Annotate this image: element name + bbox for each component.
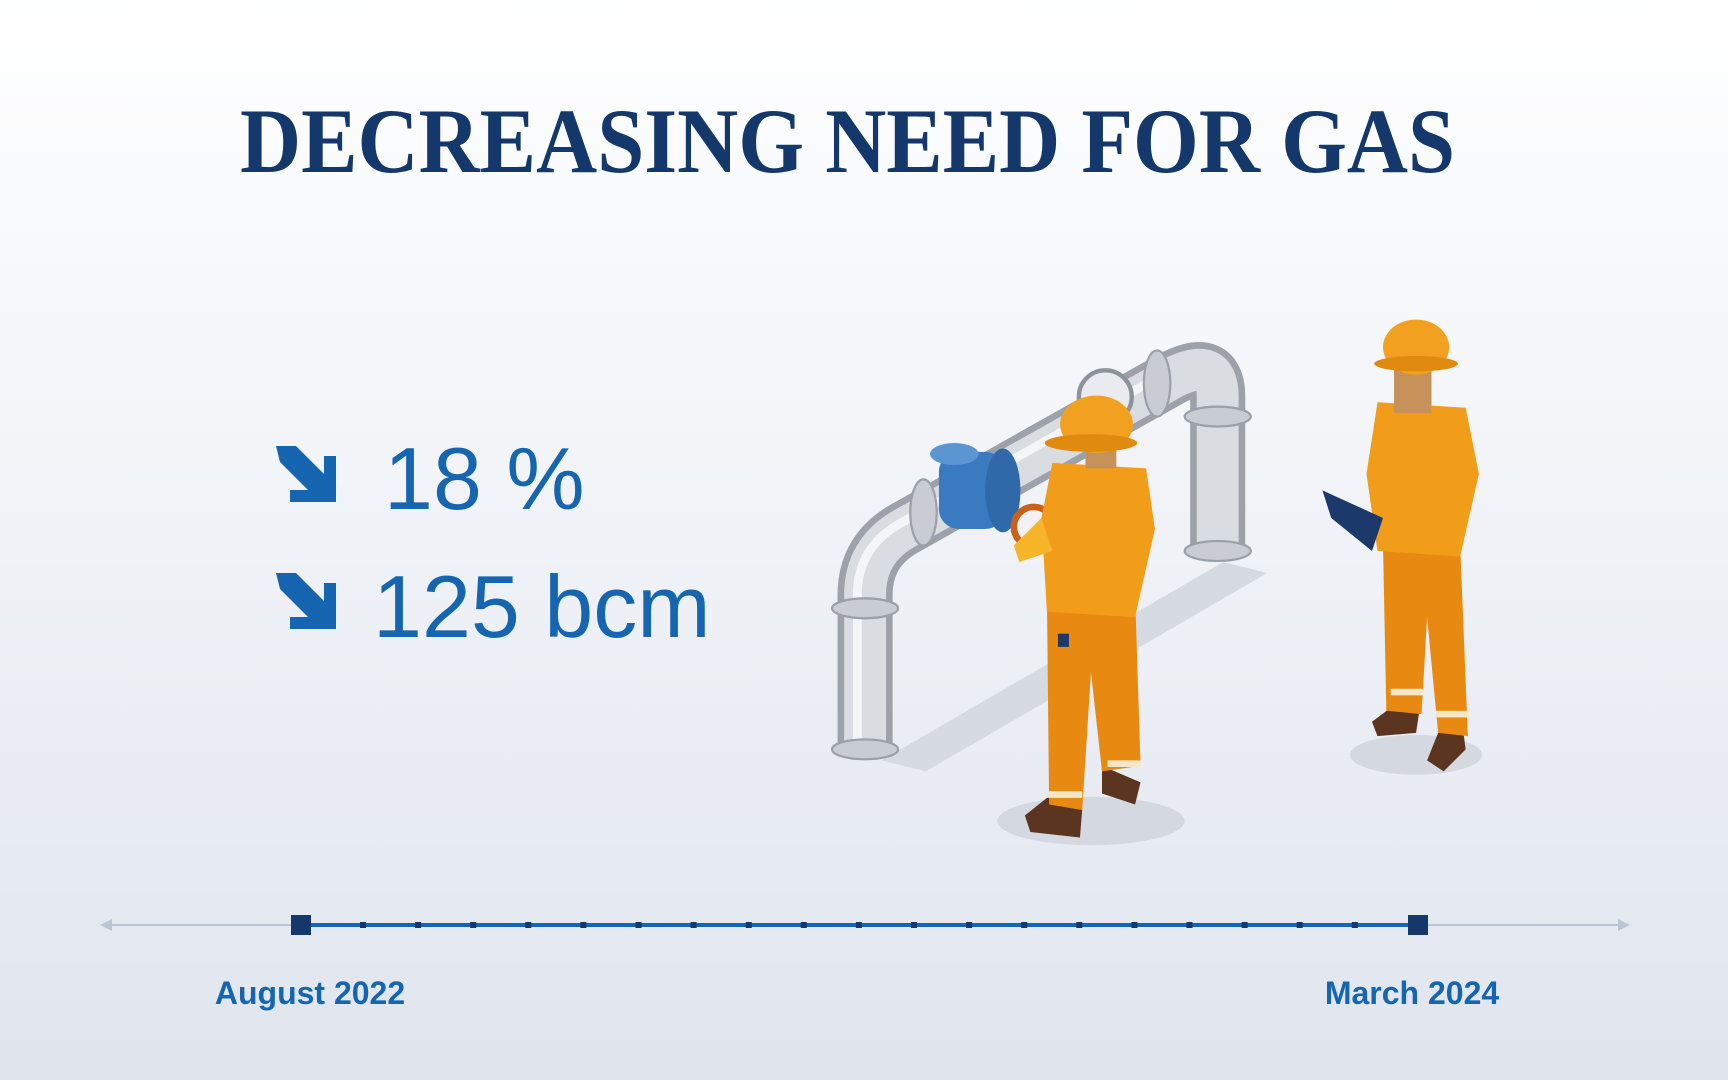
timeline-dot xyxy=(635,922,642,928)
timeline-dot xyxy=(580,922,587,928)
stat-arrows xyxy=(276,446,336,629)
timeline-dot xyxy=(1241,922,1248,928)
timeline-dot xyxy=(1076,922,1083,928)
worker xyxy=(1013,395,1155,838)
down-arrow xyxy=(276,446,336,502)
timeline-dot xyxy=(966,922,973,928)
stat-value: 125 bcm xyxy=(373,557,711,656)
timeline-dot xyxy=(415,922,422,928)
timeline-dot xyxy=(745,922,752,928)
timeline-dot xyxy=(1296,922,1303,928)
title: DECREASING NEED FOR GAS xyxy=(240,90,1455,192)
timeline-dot xyxy=(690,922,697,928)
timeline-dot xyxy=(470,922,477,928)
timeline-dot xyxy=(1131,922,1138,928)
timeline-end-marker xyxy=(1408,915,1428,935)
timeline-dot xyxy=(1186,922,1193,928)
timeline-end-label: March 2024 xyxy=(1325,975,1500,1011)
timeline-dot xyxy=(855,922,862,928)
timeline-dot xyxy=(1351,922,1358,928)
timeline-dot xyxy=(800,922,807,928)
timeline-dot xyxy=(911,922,917,928)
pipeline xyxy=(837,342,1246,755)
worker xyxy=(1322,319,1479,772)
timeline-start-marker xyxy=(291,915,311,935)
timeline-dot xyxy=(525,922,532,928)
down-arrow xyxy=(276,573,336,629)
timeline: August 2022 March 2024 xyxy=(100,915,1630,1011)
timeline-start-label: August 2022 xyxy=(215,975,405,1011)
timeline-dot xyxy=(360,922,366,928)
shadow xyxy=(997,796,1185,846)
illustration xyxy=(830,319,1483,846)
flanges xyxy=(830,349,1252,761)
timeline-dot xyxy=(1021,922,1028,928)
timeline-ticks xyxy=(360,922,1358,928)
stat-value: 18 % xyxy=(384,429,585,528)
